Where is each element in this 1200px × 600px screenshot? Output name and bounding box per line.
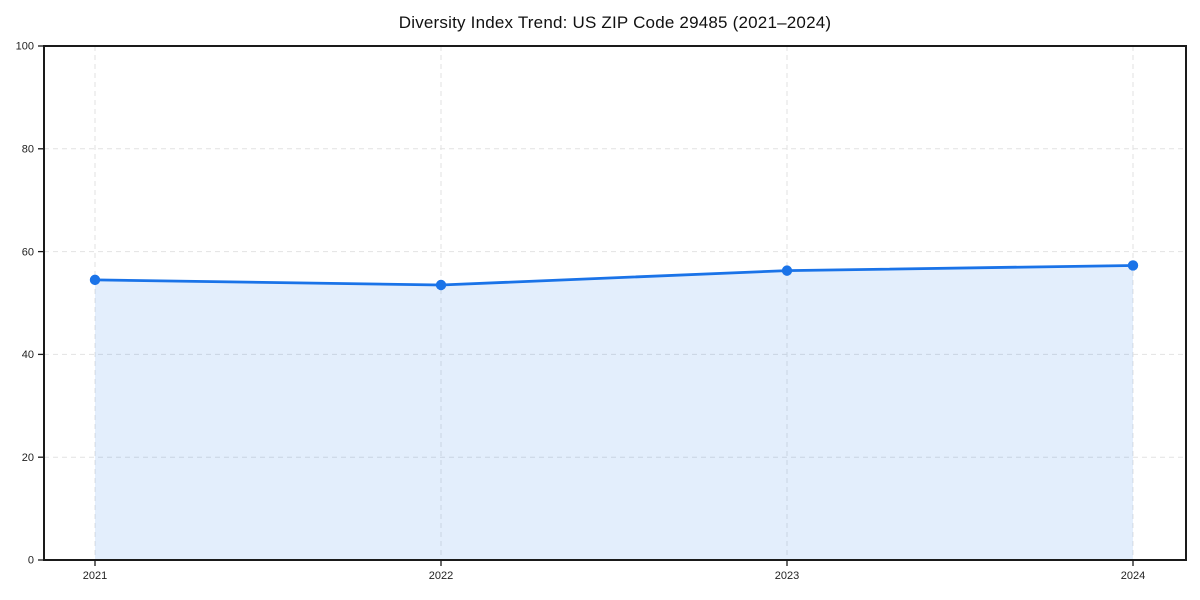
x-axis-tick-label: 2021 <box>83 570 107 582</box>
data-point-2021 <box>89 274 101 286</box>
area-fill <box>95 265 1133 560</box>
data-point-2022 <box>435 279 447 291</box>
y-axis-tick-label: 80 <box>22 144 34 156</box>
chart-title: Diversity Index Trend: US ZIP Code 29485… <box>398 13 832 32</box>
x-axis-tick-label: 2023 <box>775 570 799 582</box>
y-axis-tick-label: 100 <box>16 41 34 53</box>
y-axis-tick-label: 40 <box>22 349 34 361</box>
y-axis-tick-label: 0 <box>28 555 34 567</box>
data-point-2023 <box>781 265 793 276</box>
data-point-2024 <box>1127 260 1139 271</box>
x-axis-tick-label: 2024 <box>1121 570 1145 582</box>
trend-line <box>93 264 1135 287</box>
x-axis-tick-label: 2022 <box>429 570 453 582</box>
y-axis-tick-label: 60 <box>22 246 34 258</box>
plot-border <box>43 45 1187 561</box>
y-axis-tick-label: 20 <box>22 452 34 464</box>
